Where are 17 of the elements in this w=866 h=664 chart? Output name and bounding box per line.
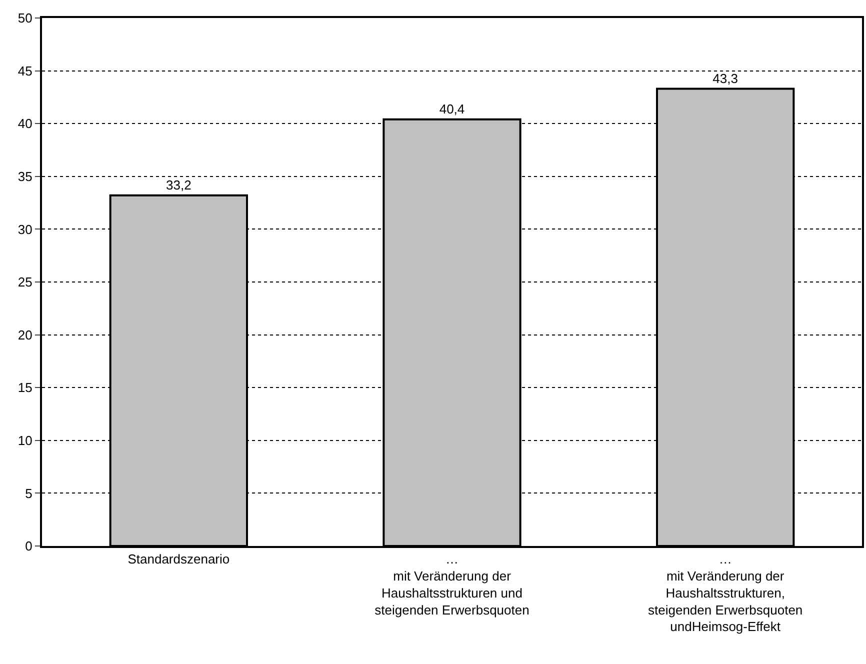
data-label: 40,4 — [439, 101, 465, 116]
y-tick-label: 30 — [18, 222, 32, 237]
x-tick-label: … mit Veränderung der Haushaltsstrukturen, steigenden Erwerbsquoten undHeimsog-Effekt — [648, 552, 803, 634]
data-label: 33,2 — [166, 177, 192, 192]
y-tick-label: 0 — [25, 538, 32, 554]
y-tick-label: 45 — [18, 63, 32, 78]
data-label: 43,3 — [712, 70, 738, 86]
y-tick-label: 15 — [18, 380, 32, 396]
y-tick-label: 10 — [18, 432, 32, 448]
y-tick-label: 35 — [18, 168, 32, 184]
x-tick-label: Standardszenario — [128, 552, 230, 567]
y-tick-label: 50 — [18, 10, 32, 26]
y-tick-label: 40 — [18, 116, 32, 132]
y-tick-label: 20 — [18, 327, 32, 342]
y-tick-label: 25 — [18, 274, 32, 290]
y-tick-label: 5 — [25, 486, 32, 501]
x-tick-label: … mit Veränderung der Haushaltsstrukturen und steigenden Erwerbsquoten — [374, 552, 530, 618]
